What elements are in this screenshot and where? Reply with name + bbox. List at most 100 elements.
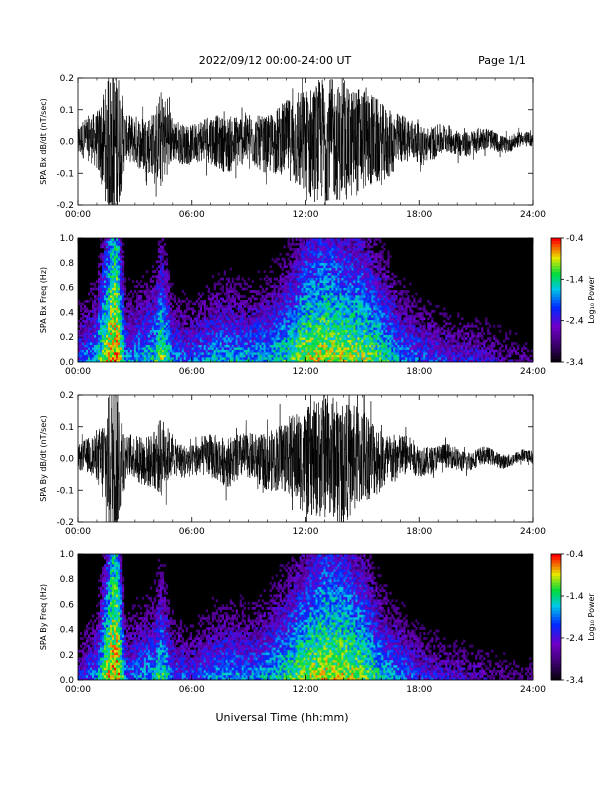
heatmap-cell <box>165 295 169 298</box>
heatmap-cell <box>277 337 280 340</box>
heatmap-cell <box>323 324 326 328</box>
heatmap-cell <box>201 344 205 348</box>
heatmap-cell <box>279 314 282 318</box>
heatmap-cell <box>293 282 296 286</box>
heatmap-cell <box>297 344 300 348</box>
heatmap-cell <box>173 322 177 326</box>
heatmap-cell <box>209 354 213 358</box>
heatmap-cell <box>263 307 266 311</box>
heatmap-cell <box>283 317 286 321</box>
heatmap-cell <box>295 238 298 241</box>
heatmap-cell <box>341 242 344 246</box>
heatmap-cell <box>285 344 288 348</box>
heatmap-cell <box>163 300 167 303</box>
heatmap-cell <box>301 242 304 246</box>
heatmap-cell <box>197 352 201 355</box>
heatmap-cell <box>311 282 314 286</box>
heatmap-cell <box>343 334 346 338</box>
heatmap-cell <box>157 302 161 306</box>
heatmap-cell <box>319 250 322 254</box>
heatmap-cell <box>103 349 107 353</box>
heatmap-cell <box>89 337 93 340</box>
heatmap-cell <box>143 352 147 355</box>
heatmap-cell <box>271 327 274 331</box>
heatmap-cell <box>201 342 205 345</box>
heatmap-cell <box>329 324 332 328</box>
heatmap-cell <box>335 277 338 281</box>
heatmap-cell <box>219 337 222 340</box>
heatmap-cell <box>115 302 119 306</box>
heatmap-cell <box>145 302 149 306</box>
heatmap-cell <box>307 334 310 338</box>
heatmap-cell <box>115 297 119 301</box>
heatmap-cell <box>273 287 276 291</box>
heatmap-cell <box>119 304 123 308</box>
heatmap-cell <box>343 322 346 326</box>
heatmap-cell <box>261 302 264 306</box>
heatmap-cell <box>355 357 358 360</box>
heatmap-cell <box>237 322 240 326</box>
heatmap-cell <box>343 327 346 331</box>
heatmap-cell <box>339 295 342 298</box>
heatmap-cell <box>291 342 294 345</box>
heatmap-cell <box>351 347 354 350</box>
heatmap-cell <box>251 317 254 321</box>
heatmap-cell <box>333 337 336 340</box>
heatmap-cell <box>101 332 105 336</box>
heatmap-cell <box>213 287 216 291</box>
heatmap-cell <box>163 287 167 291</box>
heatmap-cell <box>349 272 352 276</box>
heatmap-cell <box>161 347 165 350</box>
heatmap-cell <box>329 329 332 333</box>
heatmap-cell <box>305 252 308 256</box>
heatmap-cell <box>317 252 320 256</box>
heatmap-cell <box>341 317 344 321</box>
heatmap-cell <box>289 352 292 355</box>
heatmap-cell <box>89 342 93 345</box>
heatmap-cell <box>327 357 330 360</box>
heatmap-cell <box>279 327 282 331</box>
heatmap-cell <box>137 319 141 323</box>
heatmap-cell <box>283 285 286 288</box>
heatmap-cell <box>95 302 99 306</box>
heatmap-cell <box>113 240 117 244</box>
heatmap-cell <box>333 282 336 286</box>
heatmap-cell <box>165 354 169 358</box>
heatmap-cell <box>80 352 83 355</box>
heatmap-cell <box>277 332 280 336</box>
heatmap-cell <box>271 297 274 301</box>
heatmap-cell <box>119 242 123 246</box>
heatmap-cell <box>319 347 322 350</box>
heatmap-cell <box>277 357 280 360</box>
page-number: Page 1/1 <box>478 54 526 67</box>
heatmap-cell <box>183 357 187 360</box>
heatmap-cell <box>253 339 256 343</box>
heatmap-cell <box>209 329 213 333</box>
heatmap-cell <box>301 324 304 328</box>
heatmap-cell <box>161 292 165 296</box>
heatmap-cell <box>277 287 280 291</box>
heatmap-cell <box>237 347 240 350</box>
heatmap-cell <box>149 332 153 336</box>
heatmap-cell <box>221 324 224 328</box>
heatmap-cell <box>225 312 228 316</box>
heatmap-cell <box>123 352 127 355</box>
heatmap-cell <box>273 329 276 333</box>
heatmap-cell <box>145 324 149 328</box>
heatmap-cell <box>335 247 338 251</box>
heatmap-cell <box>257 349 260 353</box>
heatmap-cell <box>181 354 185 358</box>
heatmap-cell <box>119 302 123 306</box>
heatmap-cell <box>313 247 316 251</box>
heatmap-cell <box>119 312 123 316</box>
heatmap-cell <box>225 322 228 326</box>
heatmap-cell <box>241 277 244 281</box>
heatmap-cell <box>167 354 171 358</box>
heatmap-cell <box>213 327 216 331</box>
heatmap-cell <box>309 272 312 276</box>
heatmap-cell <box>199 319 203 323</box>
heatmap-cell <box>147 295 151 298</box>
heatmap-cell <box>331 287 334 291</box>
heatmap-cell <box>339 312 342 316</box>
heatmap-cell <box>133 347 137 350</box>
